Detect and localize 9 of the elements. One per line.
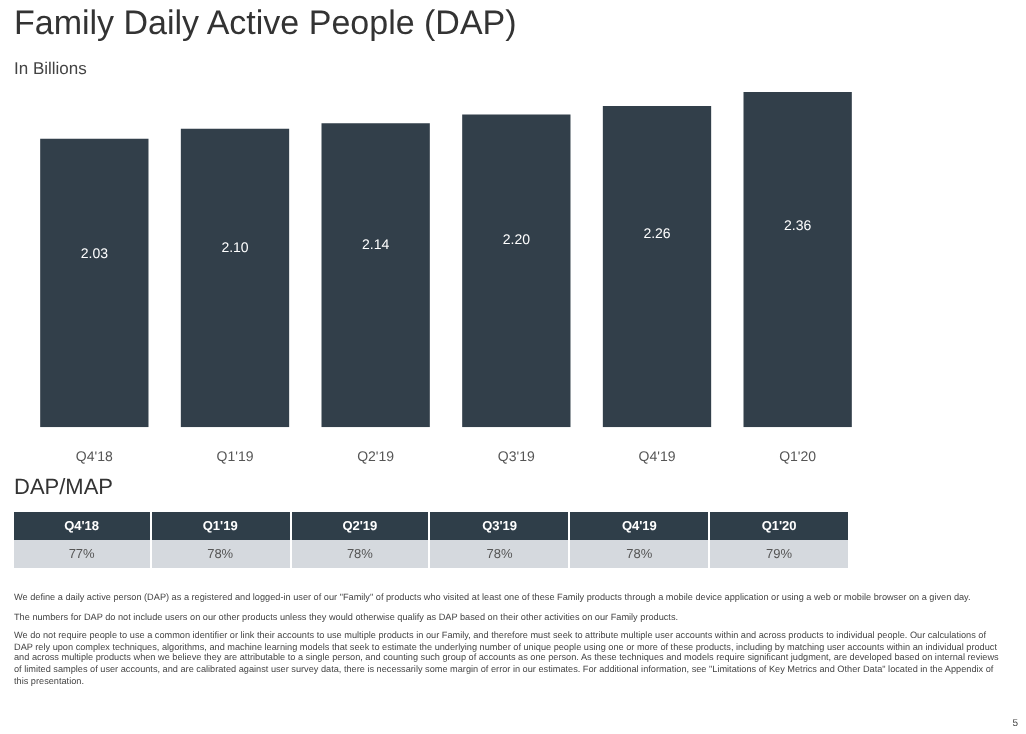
text: DAP/MAP: [14, 476, 114, 500]
bar: [462, 114, 571, 428]
chart-title: Family Daily Active People (DAP): [14, 4, 517, 44]
bar: [180, 128, 290, 428]
bar: [743, 91, 852, 428]
bar: [40, 138, 149, 428]
chart-subtitle: In Billions: [14, 58, 87, 78]
bar: [321, 123, 430, 428]
bar: [602, 106, 712, 428]
